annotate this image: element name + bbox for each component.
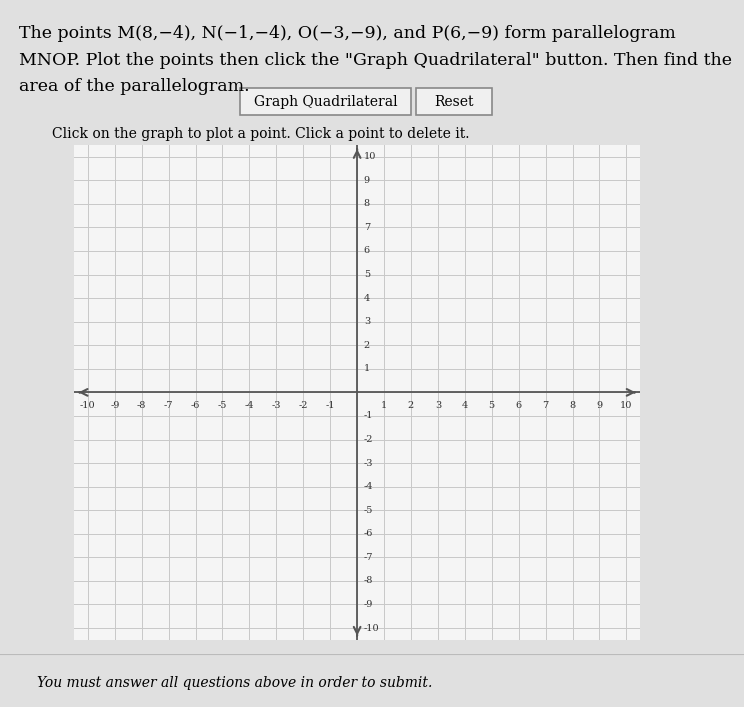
Text: 1: 1 [381, 401, 387, 409]
Text: -1: -1 [325, 401, 335, 409]
Text: 9: 9 [597, 401, 603, 409]
Text: The points M(8,−4), N(−1,−4), O(−3,−9), and P(6,−9) form parallelogram: The points M(8,−4), N(−1,−4), O(−3,−9), … [19, 25, 676, 42]
Text: You must answer all questions above in order to submit.: You must answer all questions above in o… [37, 676, 432, 690]
Text: 6: 6 [364, 247, 370, 255]
Text: -4: -4 [245, 401, 254, 409]
Text: -8: -8 [137, 401, 147, 409]
Text: 4: 4 [462, 401, 468, 409]
Text: -2: -2 [364, 435, 373, 444]
Text: -2: -2 [298, 401, 308, 409]
Text: -8: -8 [364, 576, 373, 585]
Text: 10: 10 [364, 152, 376, 161]
Text: MNOP. Plot the points then click the "Graph Quadrilateral" button. Then find the: MNOP. Plot the points then click the "Gr… [19, 52, 731, 69]
Text: 5: 5 [364, 270, 370, 279]
Text: 1: 1 [364, 364, 370, 373]
Text: Reset: Reset [434, 95, 474, 109]
Text: -5: -5 [218, 401, 227, 409]
Text: 2: 2 [364, 341, 370, 350]
Text: -10: -10 [364, 624, 379, 633]
FancyBboxPatch shape [240, 88, 411, 115]
Text: 6: 6 [516, 401, 522, 409]
Text: -9: -9 [110, 401, 120, 409]
Text: Graph Quadrilateral: Graph Quadrilateral [254, 95, 397, 109]
Text: 4: 4 [364, 293, 370, 303]
Text: -3: -3 [364, 459, 373, 467]
Text: -10: -10 [80, 401, 96, 409]
Text: -7: -7 [164, 401, 173, 409]
Text: 8: 8 [569, 401, 576, 409]
Text: 10: 10 [620, 401, 632, 409]
Text: 7: 7 [364, 223, 370, 232]
Text: -6: -6 [191, 401, 200, 409]
Text: 3: 3 [364, 317, 370, 326]
Text: 9: 9 [364, 176, 370, 185]
Text: -7: -7 [364, 553, 373, 562]
Text: Click on the graph to plot a point. Click a point to delete it.: Click on the graph to plot a point. Clic… [52, 127, 469, 141]
FancyBboxPatch shape [416, 88, 493, 115]
Text: area of the parallelogram.: area of the parallelogram. [19, 78, 249, 95]
Text: -3: -3 [272, 401, 281, 409]
Text: 7: 7 [542, 401, 549, 409]
Text: 5: 5 [489, 401, 495, 409]
Text: -4: -4 [364, 482, 373, 491]
Text: -9: -9 [364, 600, 373, 609]
Text: -1: -1 [364, 411, 373, 421]
Text: 2: 2 [408, 401, 414, 409]
Text: -6: -6 [364, 530, 373, 538]
Text: -5: -5 [364, 506, 373, 515]
Text: 8: 8 [364, 199, 370, 209]
Text: 3: 3 [434, 401, 441, 409]
